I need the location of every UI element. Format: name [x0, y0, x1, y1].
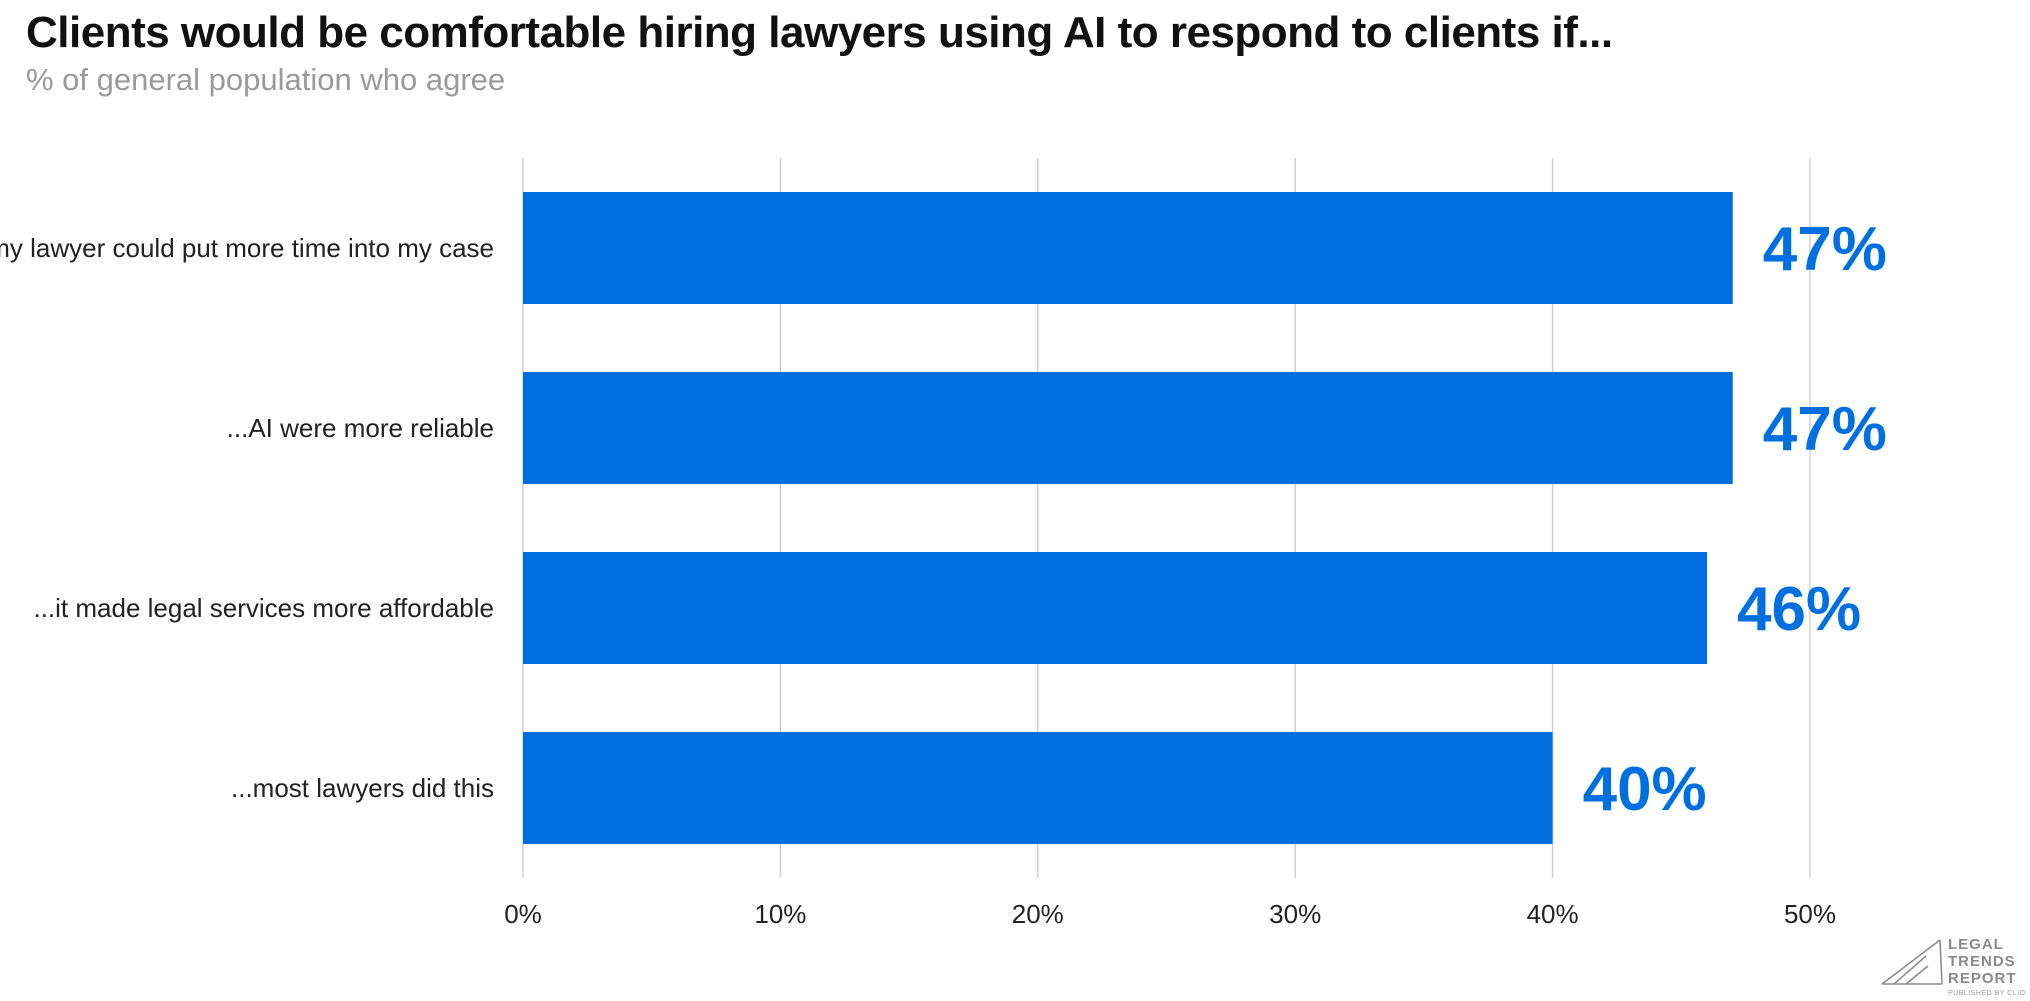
bar: [523, 372, 1733, 484]
bar-chart: ...my lawyer could put more time into my…: [0, 158, 1887, 929]
category-label: ...most lawyers did this: [231, 773, 494, 803]
category-label: ...it made legal services more affordabl…: [33, 593, 494, 623]
bar: [523, 552, 1708, 664]
logo-text: LEGAL TRENDS REPORT: [1948, 936, 2017, 987]
x-tick-label: 20%: [1012, 899, 1064, 929]
chart-title: Clients would be comfortable hiring lawy…: [26, 8, 1613, 57]
bars: [523, 192, 1733, 844]
value-label: 47%: [1763, 395, 1887, 464]
x-tick-label: 30%: [1269, 899, 1321, 929]
x-tick-label: 50%: [1784, 899, 1836, 929]
value-label: 46%: [1737, 575, 1861, 644]
chart-subtitle: % of general population who agree: [26, 62, 506, 97]
bar: [523, 732, 1553, 844]
category-label: ...my lawyer could put more time into my…: [0, 233, 494, 263]
logo-subtext: PUBLISHED BY CLIO: [1948, 990, 2026, 997]
x-tick-label: 40%: [1527, 899, 1579, 929]
x-tick-label: 10%: [754, 899, 806, 929]
category-labels: ...my lawyer could put more time into my…: [0, 233, 494, 803]
value-label: 47%: [1763, 215, 1887, 284]
logo-mark-icon: [1881, 939, 1943, 985]
x-tick-labels: 0% 10% 20% 30% 40% 50%: [504, 899, 1836, 929]
x-tick-label: 0%: [504, 899, 542, 929]
category-label: ...AI were more reliable: [227, 413, 494, 443]
value-labels: 47% 47% 46% 40%: [1583, 215, 1887, 824]
value-label: 40%: [1583, 755, 1707, 824]
bar: [523, 192, 1733, 304]
